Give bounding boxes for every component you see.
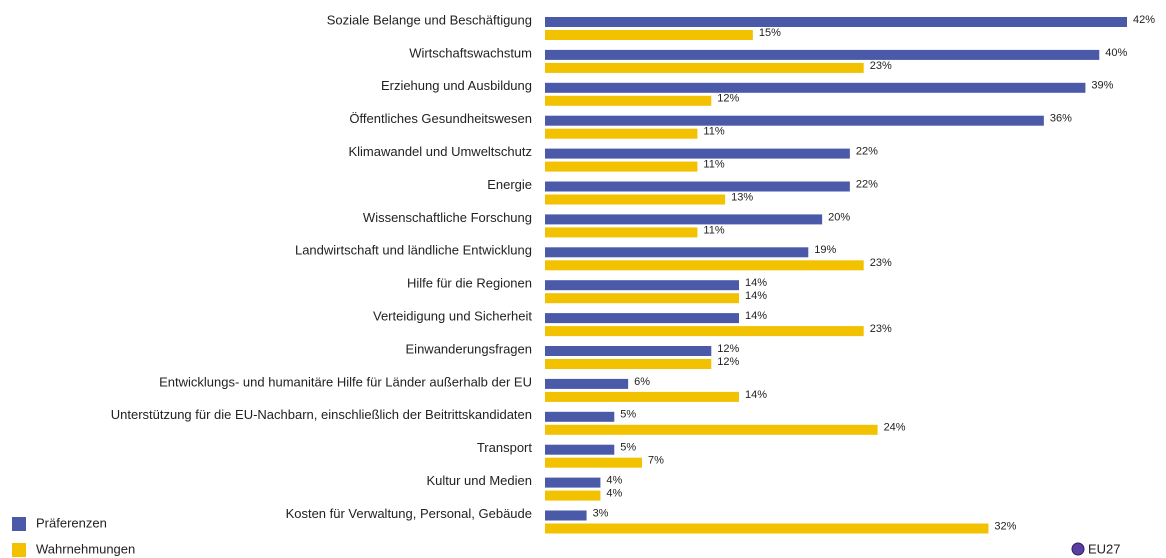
value-label: 14% [745, 310, 767, 322]
value-label: 12% [717, 343, 739, 355]
bar [545, 477, 601, 488]
legend-swatch [12, 517, 26, 531]
bar [545, 510, 587, 521]
bar [545, 247, 809, 258]
value-label: 6% [634, 376, 650, 388]
category-label: Landwirtschaft und ländliche Entwicklung [295, 243, 532, 258]
bar [545, 227, 698, 238]
category-label: Soziale Belange und Beschäftigung [327, 12, 532, 27]
bar [545, 214, 823, 225]
value-label: 14% [745, 277, 767, 289]
value-label: 23% [870, 323, 892, 335]
value-label: 5% [620, 409, 636, 421]
category-label: Einwanderungsfragen [406, 341, 532, 356]
bar [545, 424, 878, 435]
value-label: 42% [1133, 14, 1155, 26]
value-label: 40% [1105, 47, 1127, 59]
value-label: 20% [828, 211, 850, 223]
value-label: 22% [856, 146, 878, 158]
value-label: 23% [870, 60, 892, 72]
bar [545, 194, 726, 205]
value-label: 19% [814, 244, 836, 256]
bar [545, 359, 712, 369]
bar [545, 280, 739, 291]
category-label: Kultur und Medien [426, 473, 532, 488]
value-label: 5% [620, 442, 636, 454]
bar [545, 62, 864, 73]
category-label: Erziehung und Ausbildung [381, 78, 532, 93]
category-label: Hilfe für die Regionen [407, 276, 532, 291]
bar [545, 444, 615, 455]
legend-label: Präferenzen [36, 515, 107, 530]
bar [545, 378, 629, 389]
value-label: 24% [884, 422, 906, 434]
category-label: Wirtschaftswachstum [409, 45, 532, 60]
value-label: 14% [745, 290, 767, 302]
category-label: Wissenschaftliche Forschung [363, 210, 532, 225]
category-label: Unterstützung für die EU-Nachbarn, einsc… [111, 407, 532, 422]
bar [545, 411, 615, 422]
bar [545, 17, 1127, 27]
legend-swatch [12, 543, 26, 557]
value-label: 12% [717, 356, 739, 368]
category-label: Klimawandel und Umweltschutz [348, 144, 532, 159]
value-label: 7% [648, 455, 664, 467]
value-label: 23% [870, 257, 892, 269]
bar [545, 148, 850, 159]
value-label: 3% [593, 507, 609, 519]
value-label: 32% [994, 520, 1016, 532]
category-label: Energie [487, 177, 532, 192]
value-label: 12% [717, 93, 739, 105]
bar [545, 346, 712, 356]
value-label: 39% [1091, 80, 1113, 92]
annotation: EU27 [1088, 541, 1121, 556]
bar [545, 391, 739, 402]
bar [545, 181, 850, 192]
value-label: 36% [1050, 113, 1072, 125]
category-label: Kosten für Verwaltung, Personal, Gebäude [286, 506, 532, 521]
bar [545, 49, 1100, 60]
bar [545, 293, 739, 304]
category-label: Öffentliches Gesundheitswesen [349, 111, 532, 126]
bar [545, 115, 1044, 126]
value-label: 4% [606, 475, 622, 487]
bar [545, 523, 989, 534]
bar [545, 82, 1086, 93]
bar [545, 30, 753, 40]
bar [545, 313, 739, 324]
value-label: 11% [703, 159, 724, 171]
value-label: 4% [606, 488, 622, 500]
bar [545, 457, 642, 468]
bar [545, 95, 712, 106]
category-label: Entwicklungs- und humanitäre Hilfe für L… [159, 374, 532, 389]
value-label: 11% [703, 224, 724, 236]
value-label: 14% [745, 389, 767, 401]
bar [545, 128, 698, 139]
category-label: Transport [477, 440, 533, 455]
value-label: 22% [856, 178, 878, 190]
legend-label: Wahrnehmungen [36, 541, 135, 556]
bar [545, 490, 601, 501]
value-label: 15% [759, 27, 781, 39]
value-label: 13% [731, 191, 753, 203]
category-label: Verteidigung und Sicherheit [373, 309, 532, 324]
bar [545, 260, 864, 271]
bar [545, 326, 864, 337]
value-label: 11% [703, 126, 724, 138]
eu-icon [1071, 542, 1085, 556]
bar [545, 161, 698, 172]
